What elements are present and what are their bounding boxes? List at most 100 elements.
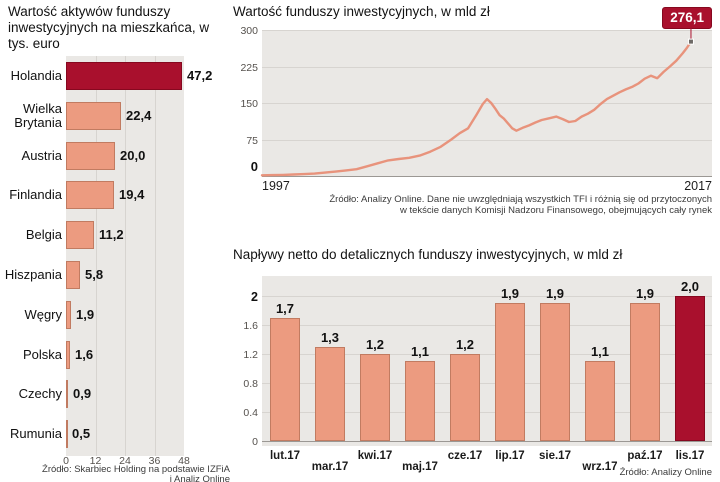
month-label: kwi.17 [357,450,393,462]
month-bar [585,361,615,441]
flows-chart-gridline [262,354,712,355]
country-bar [66,420,68,449]
start-value-label: 0 [250,159,258,174]
country-bar [66,181,114,210]
flows-chart-baseline [262,441,712,442]
country-label: Rumunia [9,426,62,442]
left-x-tick: 24 [119,455,131,467]
month-bar [270,317,300,441]
flows-y-tick: 1.6 [243,320,258,332]
month-label: cze.17 [447,450,483,462]
line-y-tick: 300 [240,25,258,37]
country-value: 47,2 [187,68,213,83]
x-axis-year-start: 1997 [262,179,290,193]
line-chart-gridline [262,140,712,141]
country-value: 19,4 [119,187,145,203]
flows-y-tick: 0.8 [243,378,258,390]
line-chart-source: Źródło: Analizy Online. Dane nie uwzględ… [242,194,712,216]
assets-line [260,40,693,177]
country-label: Hiszpania [4,267,62,282]
month-label: lip.17 [495,450,525,462]
source-line: Źródło: Analizy Online. Dane nie uwzględ… [329,194,712,205]
country-label: Węgry [24,306,62,322]
source-line: w tekście danych Komisji Nadzoru Finanso… [399,205,712,216]
left-chart-gridline [154,56,156,456]
left-x-tick: 12 [89,455,102,467]
month-label: paź.17 [627,450,663,462]
left-chart-title: Wartość aktywów funduszy inwestycyjnych … [8,4,210,51]
country-bar [66,221,94,250]
line-chart-baseline [262,176,712,177]
source-line: Źródło: Skarbiec Holding na podstawie IZ… [42,464,230,475]
month-bar [540,303,570,441]
country-label: Wielka Brytania [14,100,62,130]
month-value: 1,7 [275,300,295,316]
month-value: 1,1 [410,344,430,360]
left-chart-gridline [125,56,126,456]
left-x-tick: 48 [178,455,190,467]
country-label: Austria [21,147,62,163]
month-value: 1,3 [320,329,340,345]
line-y-tick: 75 [246,134,258,147]
country-bar [66,340,70,369]
month-value: 1,9 [545,286,565,302]
end-point-marker [687,38,694,45]
flows-chart-title: Napływy netto do detalicznych funduszy i… [233,247,623,262]
flows-chart-gridline [262,325,712,326]
flows-y-tick: 2 [251,290,258,304]
country-value: 20,0 [120,147,146,163]
x-axis-year-end: 2017 [684,179,712,193]
country-label: Holandia [10,68,62,83]
country-value: 0,9 [73,386,92,402]
line-chart-gridline [262,103,712,104]
end-value-badge: 276,1 [662,7,712,29]
line-chart-gridline [262,30,712,31]
month-label: mar.17 [311,461,349,473]
left-x-tick: 0 [63,455,69,467]
country-label: Polska [22,346,62,362]
flows-y-tick: 1.2 [243,349,258,361]
month-bar [450,354,480,441]
line-chart-title: Wartość funduszy inwestycyjnych, w mld z… [233,4,490,19]
flows-chart-gridline [262,296,712,297]
line-chart-svg [260,27,694,177]
month-label: lut.17 [269,450,301,462]
country-label: Czechy [18,386,62,402]
flows-chart-gridline [262,412,712,413]
month-label: sie.17 [539,450,571,462]
flows-chart-source: Źródło: Analizy Online [619,467,712,478]
line-y-tick: 225 [240,61,258,74]
country-bar [66,141,115,170]
left-x-tick: 36 [148,455,161,467]
month-value: 2,0 [680,279,700,294]
country-bar [66,62,182,90]
month-bar [315,346,345,441]
month-label: maj.17 [402,461,438,473]
flows-y-tick: 0 [252,436,258,448]
left-chart-source: Źródło: Skarbiec Holding na podstawie IZ… [8,465,230,482]
source-line: i Analiz Online [169,474,230,482]
month-label: lis.17 [675,450,705,462]
flows-y-tick: 0.4 [243,407,258,419]
month-label: wrz.17 [582,461,618,473]
country-label: Finlandia [9,187,62,203]
month-value: 1,9 [635,286,655,302]
country-label: Belgia [25,227,62,243]
month-value: 1,9 [500,286,520,302]
country-value: 0,5 [72,426,91,442]
left-chart-gridline [95,56,97,456]
month-bar [675,296,705,441]
month-bar [405,361,435,441]
country-value: 1,6 [75,346,94,362]
country-value: 11,2 [99,227,124,243]
country-bar [66,101,121,130]
month-bar [495,303,525,441]
month-value: 1,2 [455,337,475,352]
country-bar [66,261,80,289]
month-bar [360,354,390,441]
country-value: 5,8 [85,267,104,282]
month-bar [630,303,660,441]
country-bar [66,380,68,409]
flows-chart-gridline [262,383,712,384]
